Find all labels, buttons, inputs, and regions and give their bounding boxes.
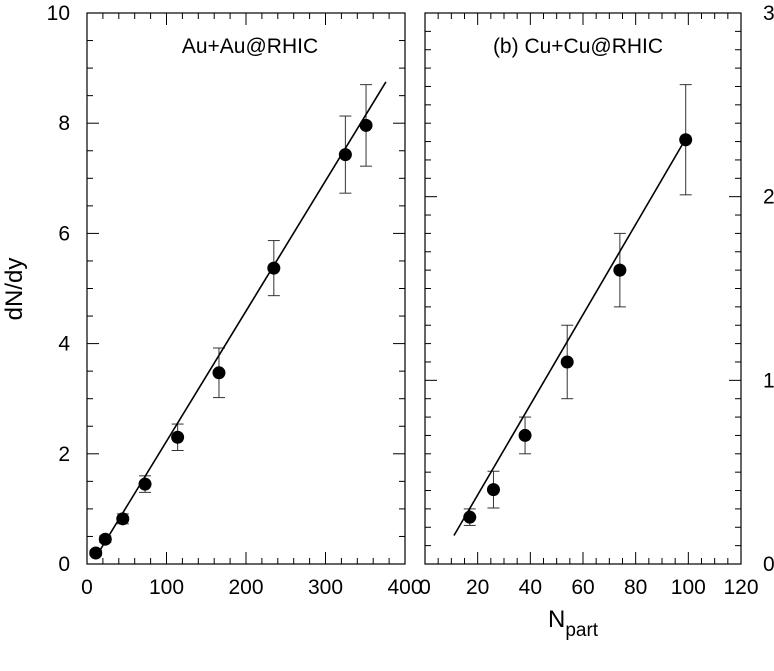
x-axis-title-subscript: part [565, 620, 598, 641]
panel-au-au-y-tick-label: 6 [58, 222, 70, 245]
panel-cu-cu-frame [424, 12, 742, 565]
data-point [518, 428, 532, 442]
panel-au-au-fit-line [94, 81, 387, 559]
panel-au-au-y-tick-label: 10 [47, 2, 70, 25]
data-point [359, 118, 373, 132]
data-point [116, 512, 130, 526]
panel-au-au-y-tick-label: 2 [58, 443, 70, 466]
panel-cu-cu-x-tick-label: 0 [419, 576, 431, 599]
panel-cu-cu-y-tick-label: 0 [763, 553, 774, 576]
data-point [171, 430, 185, 444]
panel-au-au-x-tick-label: 400 [387, 576, 422, 599]
x-axis-title-main: N [548, 606, 565, 633]
panel-au-au-tick-labels: 0 100 200 300 400 0 2 4 6 8 10 [47, 2, 423, 599]
panel-au-au-x-tick-label: 300 [308, 576, 343, 599]
panel-au-au-y-tick-label: 4 [58, 333, 70, 356]
data-point [212, 366, 226, 380]
panel-cu-cu-marks [453, 84, 693, 536]
panel-cu-cu-title: (b) Cu+Cu@RHIC [493, 35, 663, 58]
panel-cu-cu-x-tick-label: 80 [624, 576, 647, 599]
panel-au-au-frame [86, 12, 406, 565]
data-point [560, 355, 574, 369]
panel-cu-cu-y-tick-label: 3 [763, 2, 774, 25]
panel-au-au-ticks [86, 12, 406, 565]
panel-au-au-y-tick-label: 0 [58, 553, 70, 576]
panel-cu-cu-y-tick-label: 2 [763, 186, 774, 209]
panel-au-au-x-tick-label: 200 [228, 576, 263, 599]
panel-au-au-y-tick-label: 8 [58, 112, 70, 135]
data-point [613, 263, 627, 277]
panel-au-au: 0 100 200 300 400 0 2 4 6 8 10 Au+Au@RHIC [47, 2, 423, 599]
data-point [338, 148, 352, 162]
panel-au-au-marks [89, 81, 387, 560]
panel-au-au-x-tick-label: 0 [81, 576, 93, 599]
panel-cu-cu-y-tick-label: 1 [763, 369, 774, 392]
panel-cu-cu-x-tick-label: 40 [519, 576, 542, 599]
data-point [89, 546, 103, 560]
panel-cu-cu-x-tick-label: 100 [671, 576, 706, 599]
panel-cu-cu-x-tick-label: 20 [466, 576, 489, 599]
panel-cu-cu-x-tick-label: 60 [571, 576, 594, 599]
data-point [486, 483, 500, 497]
panel-cu-cu-ticks [424, 12, 742, 565]
panel-cu-cu-fit-line [453, 133, 690, 536]
y-axis-title: dN/dy [1, 258, 28, 321]
panel-cu-cu-x-tick-label: 120 [723, 576, 758, 599]
panel-au-au-title: Au+Au@RHIC [182, 35, 318, 58]
panel-au-au-x-tick-label: 100 [149, 576, 184, 599]
x-axis-title: Npart [548, 606, 599, 641]
